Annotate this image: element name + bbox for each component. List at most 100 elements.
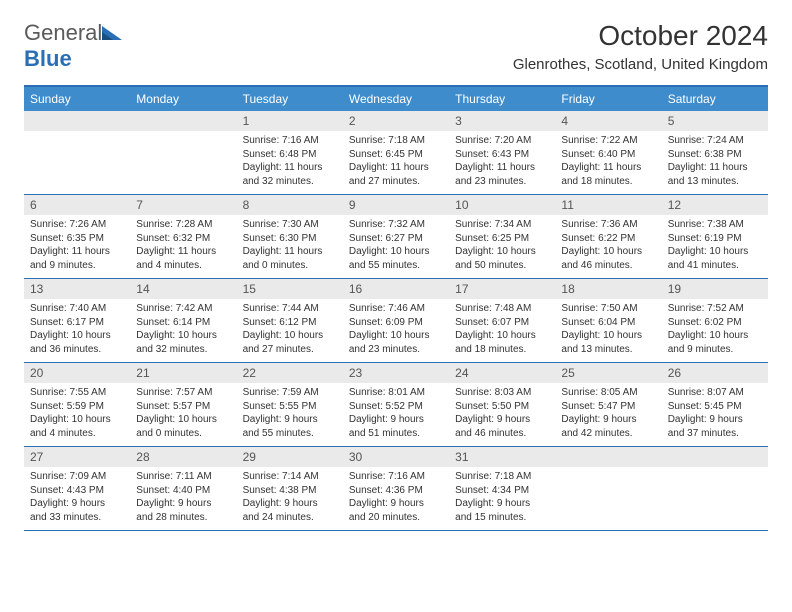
day-number: 9 (343, 195, 449, 215)
calendar-day: 1Sunrise: 7:16 AMSunset: 6:48 PMDaylight… (237, 111, 343, 194)
sunrise-text: Sunrise: 7:18 AM (349, 134, 443, 148)
weekday-header: Sunday (24, 87, 130, 111)
calendar-day: 31Sunrise: 7:18 AMSunset: 4:34 PMDayligh… (449, 447, 555, 530)
day-number: 14 (130, 279, 236, 299)
day-number: 28 (130, 447, 236, 467)
sunset-text: Sunset: 5:59 PM (30, 400, 124, 414)
day-details (24, 131, 130, 181)
sunset-text: Sunset: 6:12 PM (243, 316, 337, 330)
calendar-day: 19Sunrise: 7:52 AMSunset: 6:02 PMDayligh… (662, 279, 768, 362)
sunset-text: Sunset: 5:55 PM (243, 400, 337, 414)
day-number: 11 (555, 195, 661, 215)
sunrise-text: Sunrise: 7:22 AM (561, 134, 655, 148)
day-details: Sunrise: 8:01 AMSunset: 5:52 PMDaylight:… (343, 383, 449, 440)
day-details: Sunrise: 7:40 AMSunset: 6:17 PMDaylight:… (24, 299, 130, 356)
day-details: Sunrise: 7:16 AMSunset: 6:48 PMDaylight:… (237, 131, 343, 188)
brand-part1: General (24, 20, 102, 45)
calendar-day: 24Sunrise: 8:03 AMSunset: 5:50 PMDayligh… (449, 363, 555, 446)
sunset-text: Sunset: 5:50 PM (455, 400, 549, 414)
daylight-text: Daylight: 11 hours and 0 minutes. (243, 245, 337, 272)
page-header: General Blue October 2024 Glenrothes, Sc… (24, 20, 768, 73)
day-details: Sunrise: 7:09 AMSunset: 4:43 PMDaylight:… (24, 467, 130, 524)
sunrise-text: Sunrise: 7:24 AM (668, 134, 762, 148)
calendar-day (24, 111, 130, 194)
calendar-week: 20Sunrise: 7:55 AMSunset: 5:59 PMDayligh… (24, 363, 768, 447)
day-details: Sunrise: 7:36 AMSunset: 6:22 PMDaylight:… (555, 215, 661, 272)
daylight-text: Daylight: 11 hours and 13 minutes. (668, 161, 762, 188)
day-details: Sunrise: 7:14 AMSunset: 4:38 PMDaylight:… (237, 467, 343, 524)
sunset-text: Sunset: 6:40 PM (561, 148, 655, 162)
day-number: 29 (237, 447, 343, 467)
day-number: 13 (24, 279, 130, 299)
daylight-text: Daylight: 9 hours and 15 minutes. (455, 497, 549, 524)
day-number: 12 (662, 195, 768, 215)
day-details: Sunrise: 8:05 AMSunset: 5:47 PMDaylight:… (555, 383, 661, 440)
calendar-day: 9Sunrise: 7:32 AMSunset: 6:27 PMDaylight… (343, 195, 449, 278)
sunset-text: Sunset: 6:48 PM (243, 148, 337, 162)
day-details: Sunrise: 8:03 AMSunset: 5:50 PMDaylight:… (449, 383, 555, 440)
sunrise-text: Sunrise: 7:52 AM (668, 302, 762, 316)
daylight-text: Daylight: 11 hours and 23 minutes. (455, 161, 549, 188)
daylight-text: Daylight: 10 hours and 4 minutes. (30, 413, 124, 440)
sunrise-text: Sunrise: 7:09 AM (30, 470, 124, 484)
brand-name: General Blue (24, 20, 122, 72)
daylight-text: Daylight: 10 hours and 41 minutes. (668, 245, 762, 272)
daylight-text: Daylight: 11 hours and 9 minutes. (30, 245, 124, 272)
daylight-text: Daylight: 10 hours and 27 minutes. (243, 329, 337, 356)
day-number: 26 (662, 363, 768, 383)
day-details (555, 467, 661, 517)
weekday-header: Thursday (449, 87, 555, 111)
calendar-day: 16Sunrise: 7:46 AMSunset: 6:09 PMDayligh… (343, 279, 449, 362)
day-number: 17 (449, 279, 555, 299)
calendar-day: 27Sunrise: 7:09 AMSunset: 4:43 PMDayligh… (24, 447, 130, 530)
day-details: Sunrise: 7:11 AMSunset: 4:40 PMDaylight:… (130, 467, 236, 524)
day-details: Sunrise: 7:24 AMSunset: 6:38 PMDaylight:… (662, 131, 768, 188)
sunrise-text: Sunrise: 7:55 AM (30, 386, 124, 400)
day-details: Sunrise: 7:16 AMSunset: 4:36 PMDaylight:… (343, 467, 449, 524)
calendar-day: 13Sunrise: 7:40 AMSunset: 6:17 PMDayligh… (24, 279, 130, 362)
weekday-header: Friday (555, 87, 661, 111)
daylight-text: Daylight: 9 hours and 37 minutes. (668, 413, 762, 440)
daylight-text: Daylight: 9 hours and 28 minutes. (136, 497, 230, 524)
day-number: 23 (343, 363, 449, 383)
sunset-text: Sunset: 6:22 PM (561, 232, 655, 246)
day-details: Sunrise: 7:46 AMSunset: 6:09 PMDaylight:… (343, 299, 449, 356)
day-details: Sunrise: 8:07 AMSunset: 5:45 PMDaylight:… (662, 383, 768, 440)
sunrise-text: Sunrise: 7:34 AM (455, 218, 549, 232)
day-number: 30 (343, 447, 449, 467)
calendar-day: 20Sunrise: 7:55 AMSunset: 5:59 PMDayligh… (24, 363, 130, 446)
day-details: Sunrise: 7:44 AMSunset: 6:12 PMDaylight:… (237, 299, 343, 356)
day-details: Sunrise: 7:18 AMSunset: 4:34 PMDaylight:… (449, 467, 555, 524)
day-details (130, 131, 236, 181)
calendar-day: 3Sunrise: 7:20 AMSunset: 6:43 PMDaylight… (449, 111, 555, 194)
sunrise-text: Sunrise: 7:40 AM (30, 302, 124, 316)
sunset-text: Sunset: 6:35 PM (30, 232, 124, 246)
day-details: Sunrise: 7:34 AMSunset: 6:25 PMDaylight:… (449, 215, 555, 272)
daylight-text: Daylight: 10 hours and 50 minutes. (455, 245, 549, 272)
sunrise-text: Sunrise: 7:50 AM (561, 302, 655, 316)
calendar-day: 8Sunrise: 7:30 AMSunset: 6:30 PMDaylight… (237, 195, 343, 278)
day-number: 27 (24, 447, 130, 467)
sunrise-text: Sunrise: 7:16 AM (243, 134, 337, 148)
sunset-text: Sunset: 6:17 PM (30, 316, 124, 330)
day-details: Sunrise: 7:22 AMSunset: 6:40 PMDaylight:… (555, 131, 661, 188)
daylight-text: Daylight: 10 hours and 13 minutes. (561, 329, 655, 356)
day-number: 22 (237, 363, 343, 383)
day-details: Sunrise: 7:55 AMSunset: 5:59 PMDaylight:… (24, 383, 130, 440)
sunset-text: Sunset: 4:38 PM (243, 484, 337, 498)
sunset-text: Sunset: 6:45 PM (349, 148, 443, 162)
sunrise-text: Sunrise: 7:59 AM (243, 386, 337, 400)
day-number: 20 (24, 363, 130, 383)
sunset-text: Sunset: 6:25 PM (455, 232, 549, 246)
day-details: Sunrise: 7:38 AMSunset: 6:19 PMDaylight:… (662, 215, 768, 272)
daylight-text: Daylight: 10 hours and 46 minutes. (561, 245, 655, 272)
calendar-day: 11Sunrise: 7:36 AMSunset: 6:22 PMDayligh… (555, 195, 661, 278)
calendar-day: 21Sunrise: 7:57 AMSunset: 5:57 PMDayligh… (130, 363, 236, 446)
daylight-text: Daylight: 9 hours and 33 minutes. (30, 497, 124, 524)
calendar-week: 27Sunrise: 7:09 AMSunset: 4:43 PMDayligh… (24, 447, 768, 531)
day-details: Sunrise: 7:52 AMSunset: 6:02 PMDaylight:… (662, 299, 768, 356)
sunset-text: Sunset: 4:40 PM (136, 484, 230, 498)
location-text: Glenrothes, Scotland, United Kingdom (513, 56, 768, 73)
day-details: Sunrise: 7:28 AMSunset: 6:32 PMDaylight:… (130, 215, 236, 272)
day-details: Sunrise: 7:59 AMSunset: 5:55 PMDaylight:… (237, 383, 343, 440)
